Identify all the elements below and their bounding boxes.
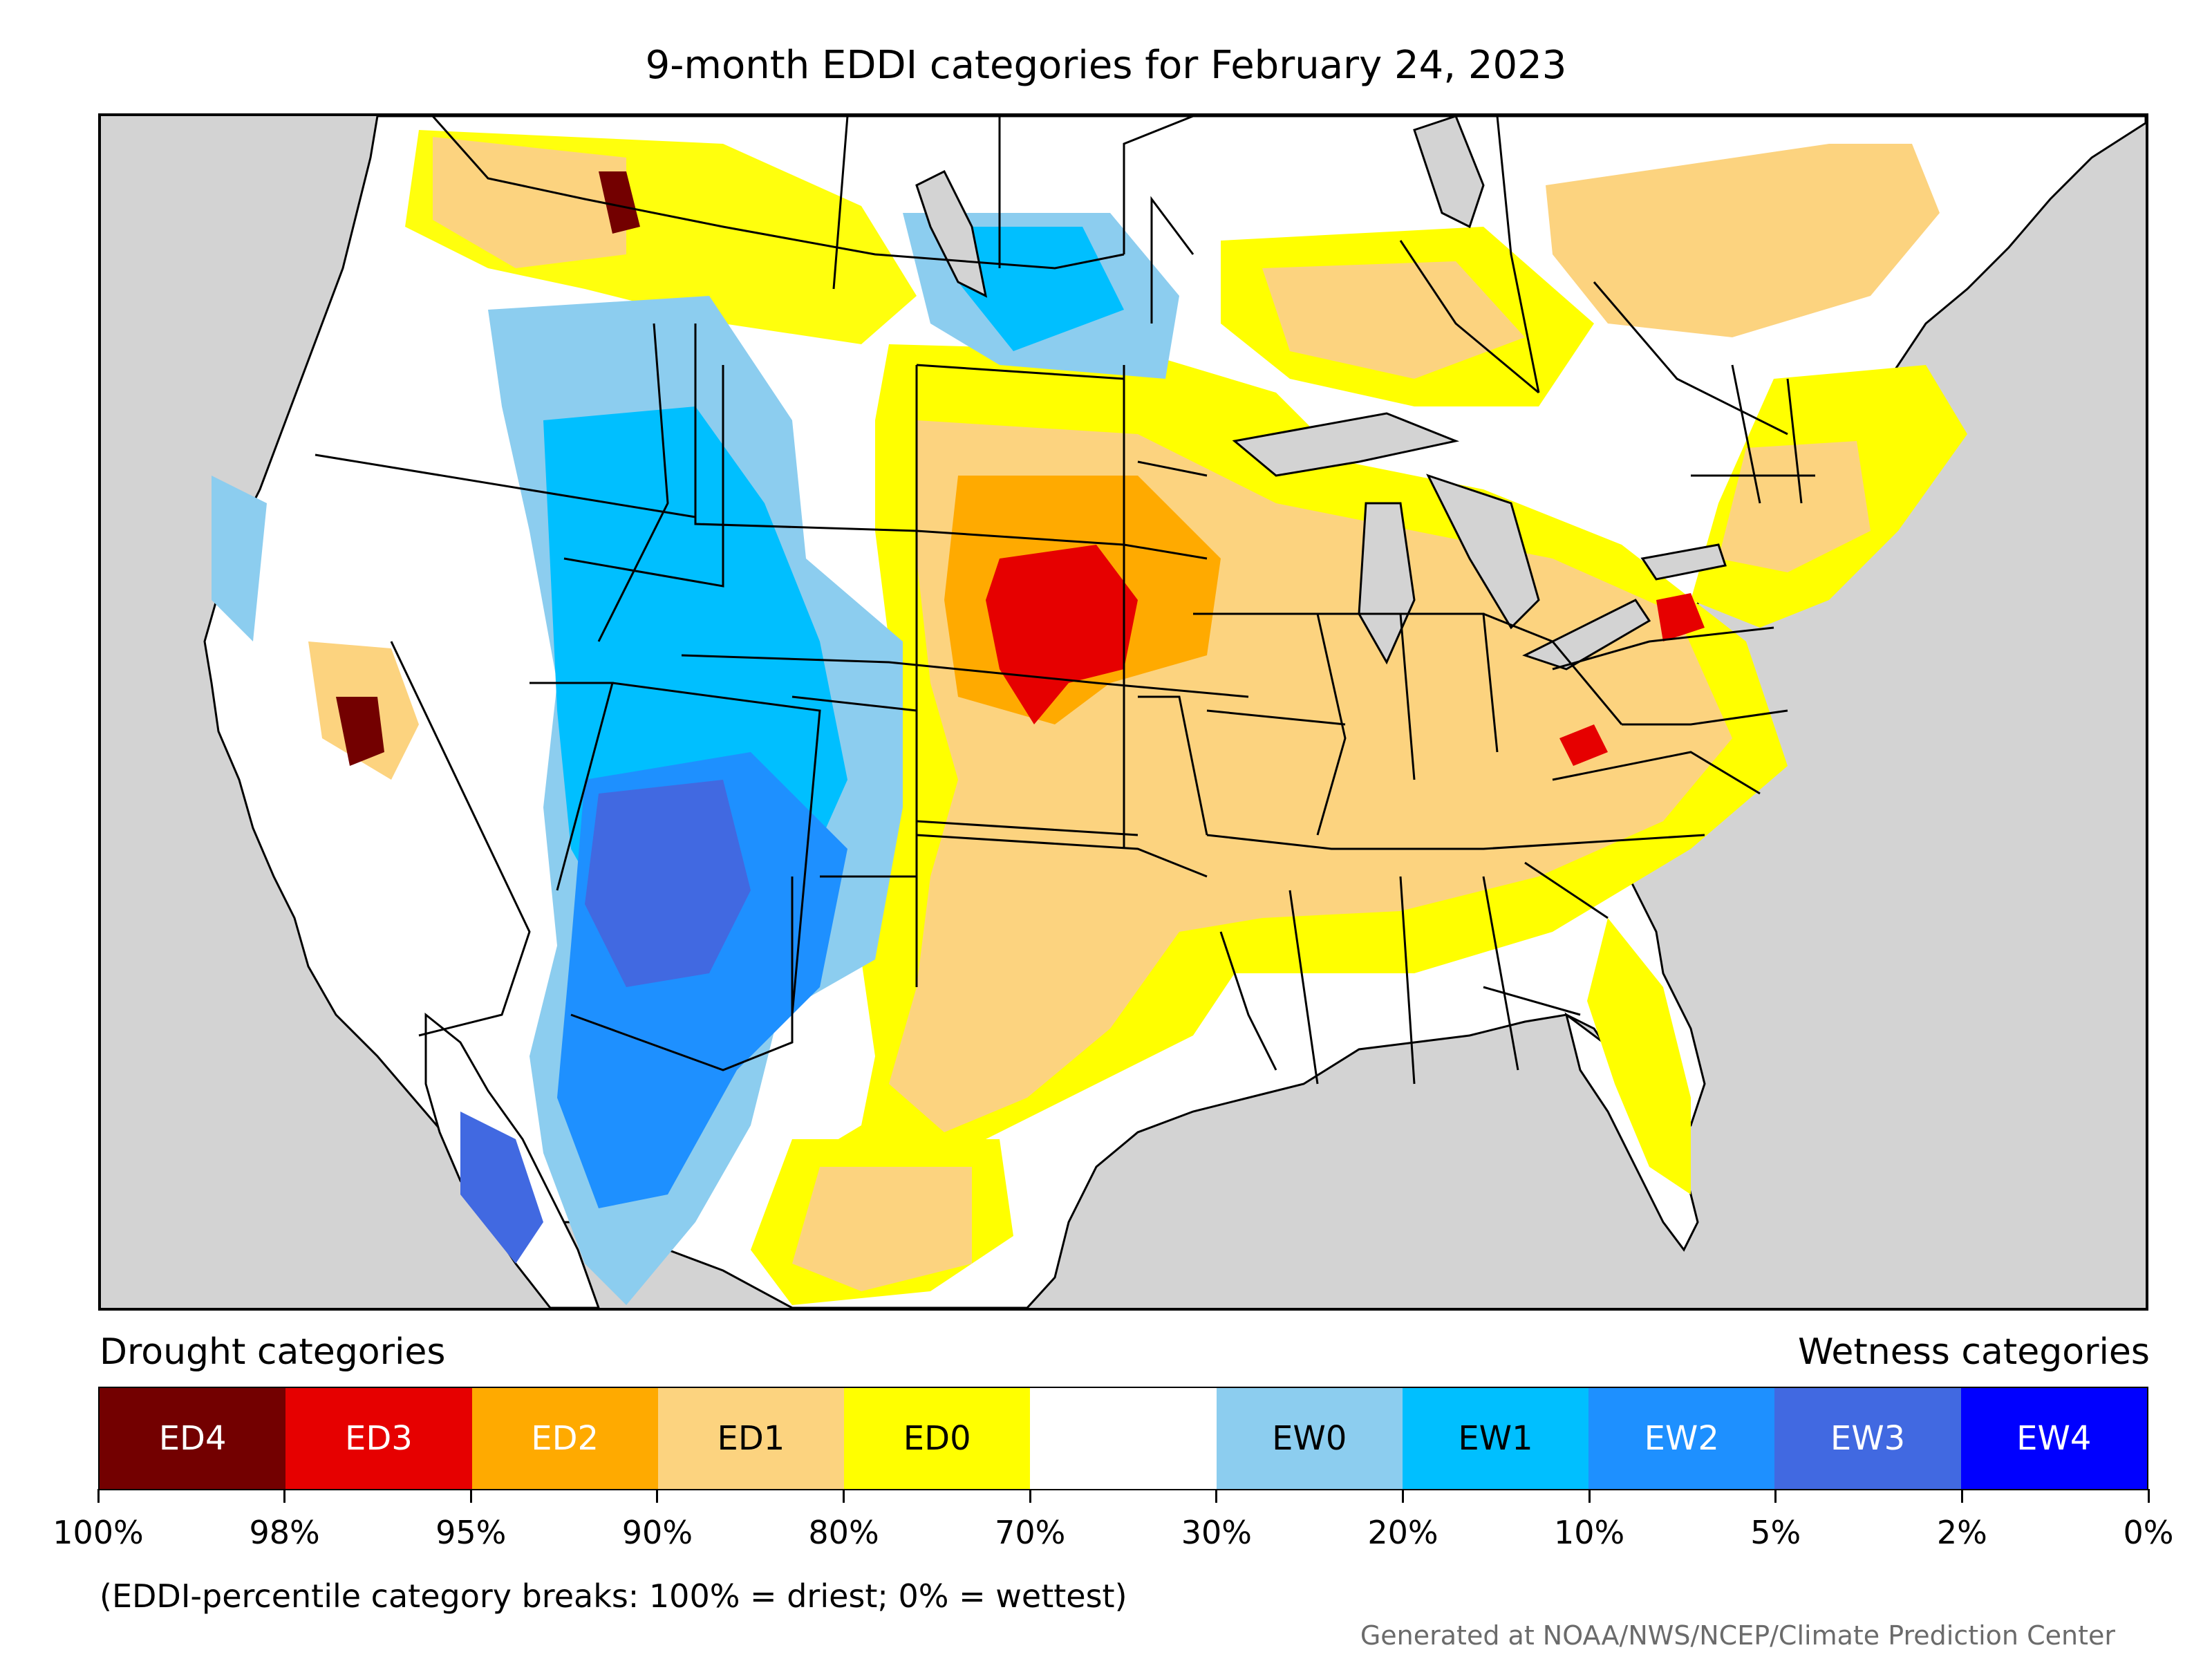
colorbar-tick <box>1588 1489 1591 1503</box>
colorbar-segment-ew4: EW4 <box>1960 1388 2147 1489</box>
state-borders <box>315 116 1815 1085</box>
colorbar-tick <box>843 1489 845 1503</box>
colorbar-tick <box>1215 1489 1218 1503</box>
colorbar-segment-ew3: EW3 <box>1774 1388 1961 1489</box>
drought-categories-header: Drought categories <box>100 1331 446 1373</box>
colorbar-segment-ew2: EW2 <box>1588 1388 1775 1489</box>
colorbar-segment-ed1: ED1 <box>657 1388 845 1489</box>
colorbar-tick <box>1029 1489 1031 1503</box>
colorbar-tick <box>1960 1489 1963 1503</box>
colorbar-tick <box>2147 1489 2150 1503</box>
colorbar-tick-label: 100% <box>53 1514 144 1551</box>
colorbar-tick-label: 10% <box>1553 1514 1625 1551</box>
map-title: 9-month EDDI categories for February 24,… <box>645 43 1567 88</box>
colorbar-tick-label: 30% <box>1181 1514 1252 1551</box>
colorbar-tick <box>283 1489 286 1503</box>
map-canvas <box>203 116 2146 1308</box>
colorbar-tick-label: 20% <box>1367 1514 1438 1551</box>
credit-line: Generated at NOAA/NWS/NCEP/Climate Predi… <box>1360 1620 2115 1651</box>
great-lakes <box>915 116 1727 671</box>
category-colorbar: ED4 ED3 ED2 ED1 ED0 EW0 EW1 EW2 EW3 EW4 <box>98 1387 2148 1490</box>
colorbar-segment-ed2: ED2 <box>471 1388 658 1489</box>
colorbar-tick <box>469 1489 472 1503</box>
colorbar-segment-ew0: EW0 <box>1216 1388 1403 1489</box>
colorbar-tick <box>97 1489 100 1503</box>
colorbar-tick <box>656 1489 659 1503</box>
colorbar-tick-label: 90% <box>621 1514 693 1551</box>
colorbar-tick-label: 80% <box>808 1514 879 1551</box>
colorbar-tick-label: 5% <box>1750 1514 1801 1551</box>
colorbar-tick <box>1401 1489 1404 1503</box>
colorbar-tick-label: 98% <box>249 1514 320 1551</box>
colorbar-tick-label: 0% <box>2123 1514 2174 1551</box>
colorbar-tick-label: 2% <box>1936 1514 1987 1551</box>
wetness-categories-header: Wetness categories <box>1798 1331 2150 1373</box>
colorbar-segment-ed4: ED4 <box>100 1388 286 1489</box>
colorbar-segment-ew1: EW1 <box>1402 1388 1589 1489</box>
category-note: (EDDI-percentile category breaks: 100% =… <box>100 1577 1127 1615</box>
colorbar-segment-ed0: ED0 <box>844 1388 1031 1489</box>
colorbar-tick-label: 95% <box>435 1514 507 1551</box>
eddi-map <box>98 113 2148 1311</box>
colorbar-tick-label: 70% <box>995 1514 1066 1551</box>
colorbar-segment-none <box>1030 1388 1217 1489</box>
colorbar-tick <box>1774 1489 1777 1503</box>
colorbar-segment-ed3: ED3 <box>285 1388 472 1489</box>
